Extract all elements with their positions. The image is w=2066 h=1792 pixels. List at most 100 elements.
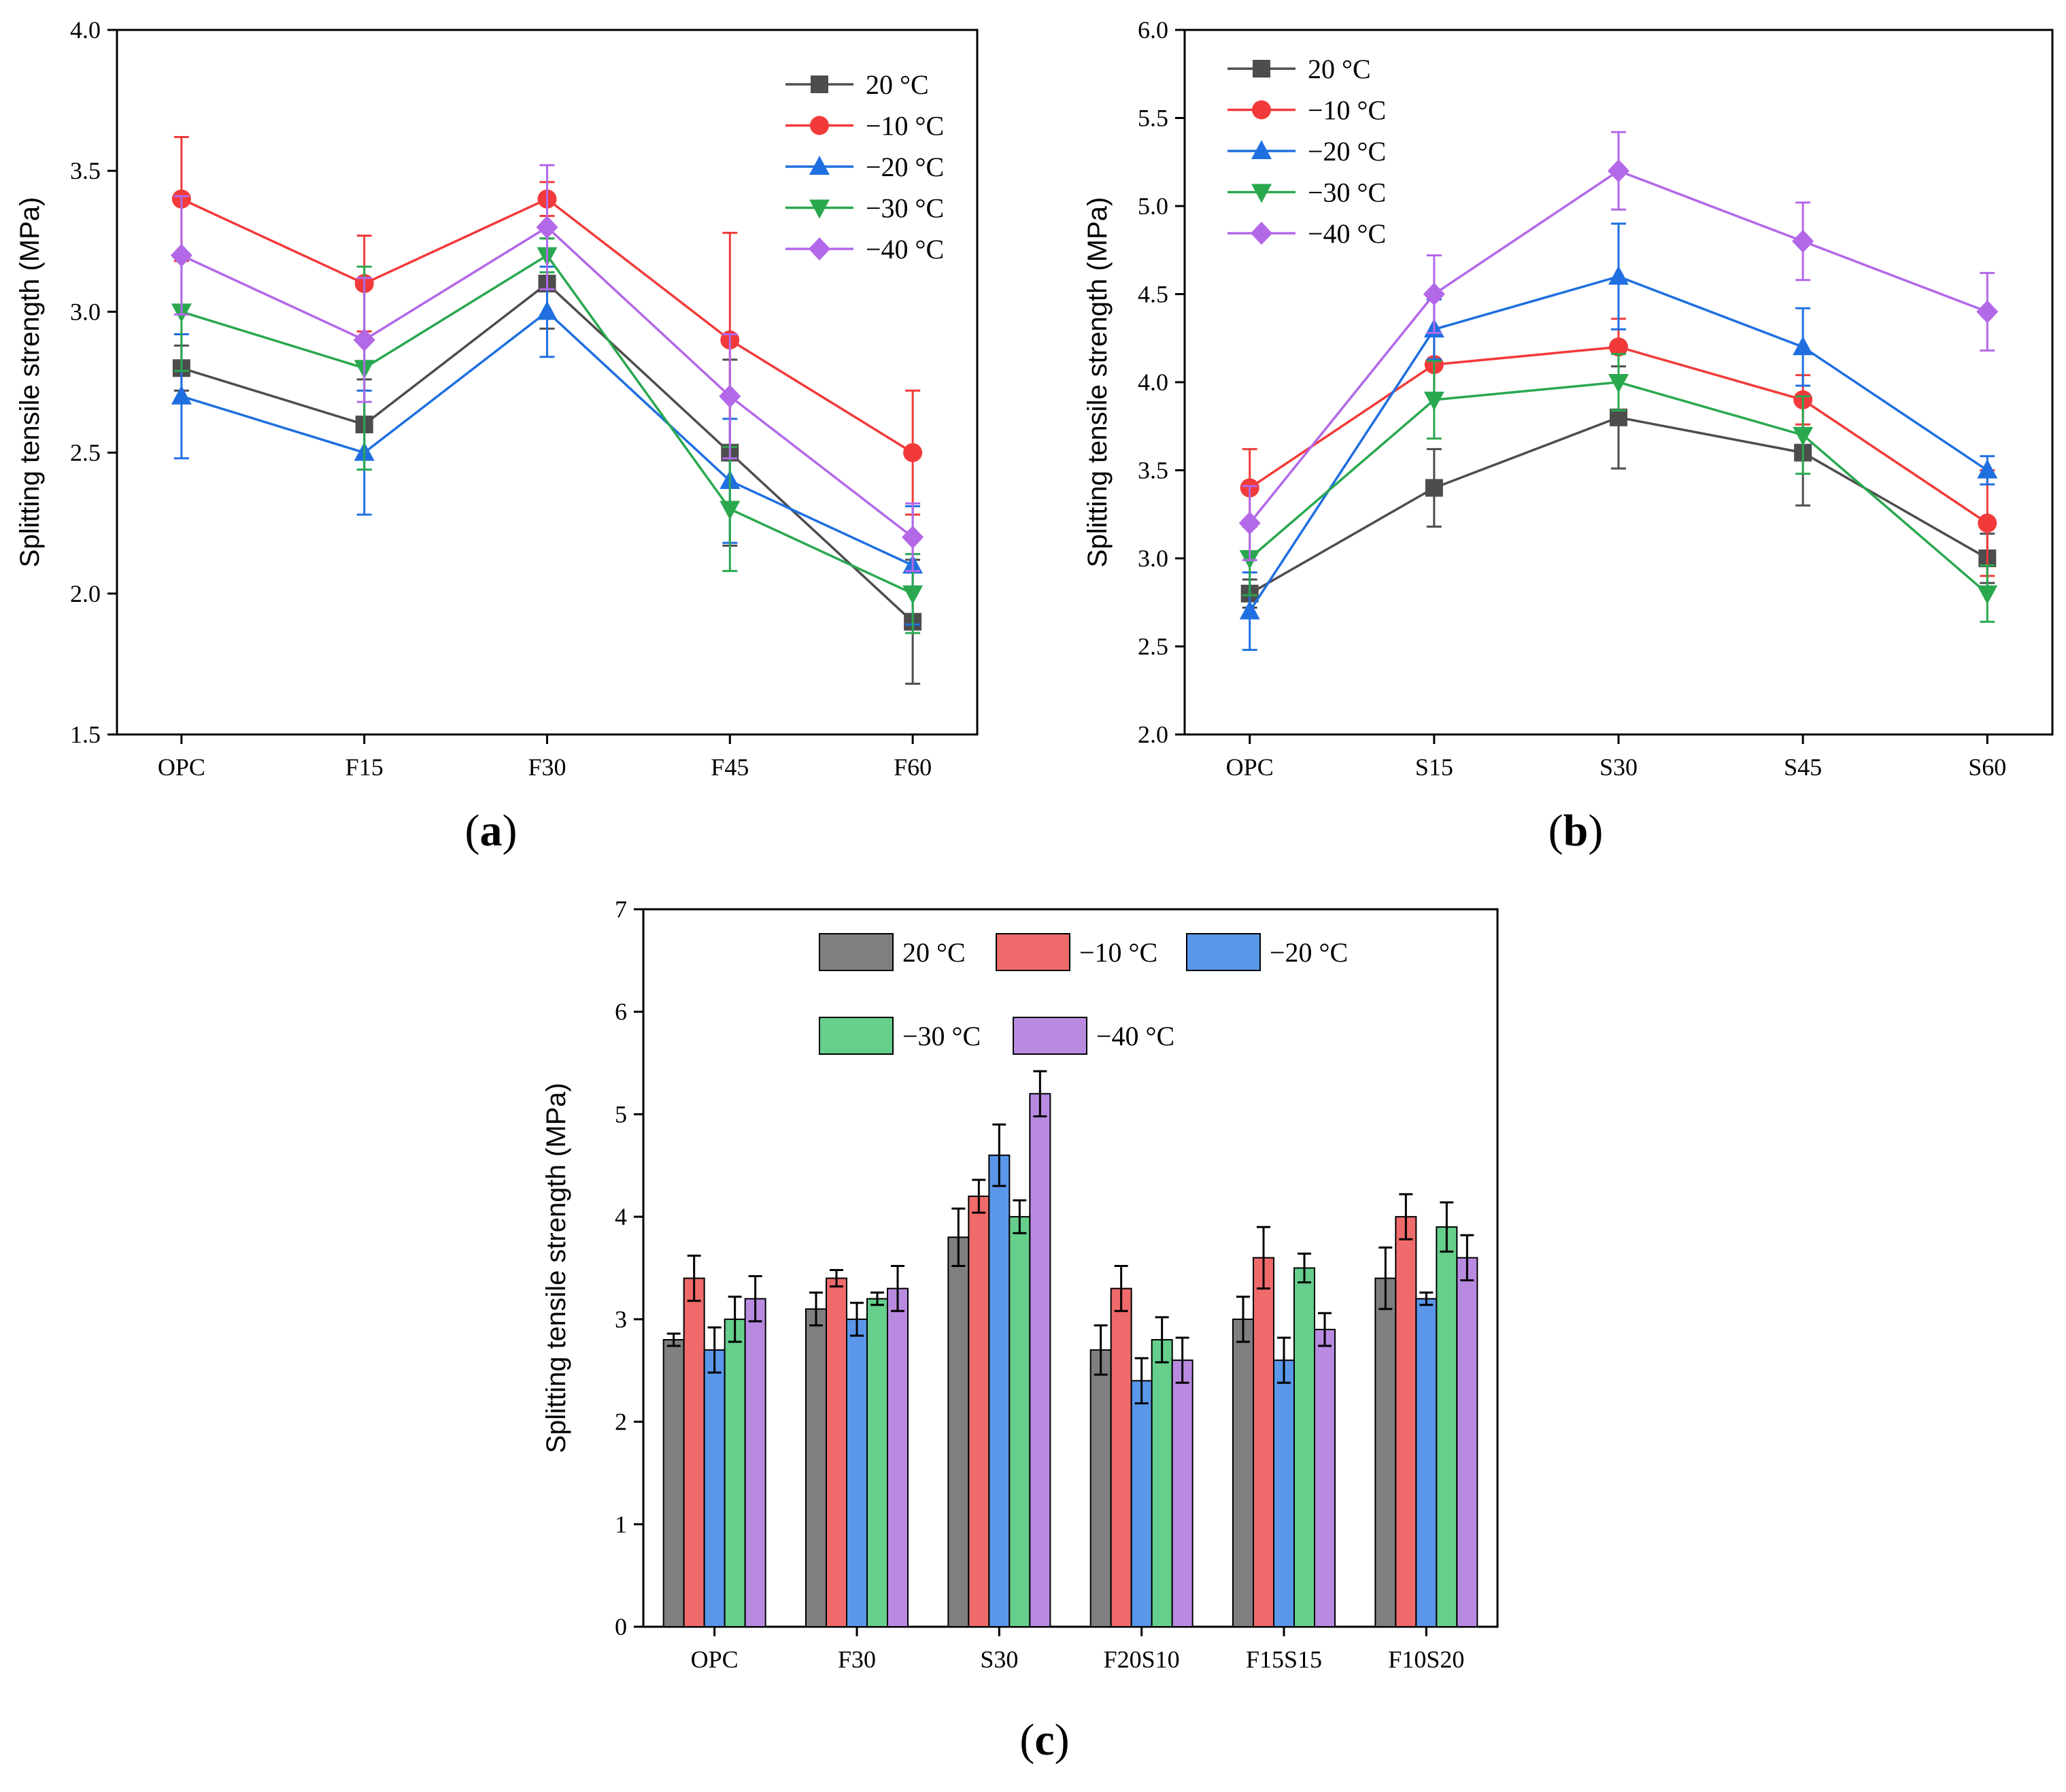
legend-item: −20 °C xyxy=(785,152,944,182)
y-tick-label: 2.0 xyxy=(70,580,101,607)
legend-item: −40 °C xyxy=(1227,218,1386,249)
legend-item: −20 °C xyxy=(1227,136,1386,167)
data-point xyxy=(1609,337,1628,357)
data-point xyxy=(903,443,923,462)
panel-paren-open: ( xyxy=(1548,806,1563,856)
bar xyxy=(1415,1298,1438,1627)
bar xyxy=(744,1298,766,1627)
series xyxy=(744,1070,1478,1628)
x-tick-label: S30 xyxy=(980,1646,1018,1673)
series xyxy=(662,1207,1397,1628)
legend-item: −10 °C xyxy=(996,933,1157,971)
legend-item: −10 °C xyxy=(785,111,944,141)
bar xyxy=(703,1349,726,1627)
y-tick-label: 5 xyxy=(615,1100,627,1128)
bar xyxy=(1171,1359,1193,1627)
bar xyxy=(988,1154,1011,1627)
bar xyxy=(1130,1380,1153,1628)
data-point xyxy=(1608,159,1629,183)
bar xyxy=(1374,1277,1397,1627)
legend-label: −10 °C xyxy=(1079,937,1157,968)
data-point xyxy=(1792,229,1814,253)
series xyxy=(724,1199,1458,1628)
x-tick-label: F30 xyxy=(838,1646,876,1673)
x-tick-label: OPC xyxy=(1226,754,1274,781)
legend-label: 20 °C xyxy=(902,937,966,968)
bar xyxy=(1232,1318,1254,1628)
x-tick-label: S45 xyxy=(1784,754,1822,781)
panel-letter: c xyxy=(1034,1715,1054,1765)
legend-item: −30 °C xyxy=(785,193,944,224)
x-tick-label: F30 xyxy=(528,754,566,781)
bar xyxy=(947,1236,970,1628)
bar xyxy=(1314,1328,1336,1628)
series xyxy=(171,265,924,626)
y-tick-label: 2.5 xyxy=(1138,633,1168,660)
bar xyxy=(1395,1216,1417,1627)
data-point xyxy=(1978,513,1997,533)
legend-label: −30 °C xyxy=(902,1021,981,1051)
bar xyxy=(1253,1257,1274,1627)
legend-marker xyxy=(809,156,830,175)
panel-label: (b) xyxy=(1548,806,1604,856)
y-axis-title: Splitting tensile strength (MPa) xyxy=(541,1083,571,1453)
series xyxy=(683,1179,1417,1627)
x-tick-label: S30 xyxy=(1599,754,1638,781)
data-point xyxy=(170,243,192,267)
line-chart-a: 1.5 2.0 2.5 3.0 3.5 4.0 OPC F15 F30 F45 F60 Splitti… xyxy=(15,16,979,856)
bar xyxy=(866,1298,888,1627)
y-tick-label: 4.5 xyxy=(1138,281,1168,308)
legend-label: −20 °C xyxy=(1270,937,1348,968)
legend-swatch xyxy=(819,1017,894,1055)
data-point xyxy=(537,301,558,320)
series xyxy=(1238,131,1999,562)
data-point xyxy=(1423,391,1444,411)
bar xyxy=(1009,1216,1031,1627)
plot-frame xyxy=(116,29,979,736)
data-point xyxy=(1977,459,1998,479)
bar xyxy=(1456,1257,1478,1627)
panel-paren-open: ( xyxy=(465,806,480,856)
x-tick-label: OPC xyxy=(691,1646,739,1673)
data-point xyxy=(1793,426,1814,446)
legend-marker xyxy=(1252,100,1271,120)
panel-letter: a xyxy=(480,806,503,856)
y-tick-label: 3.5 xyxy=(70,157,101,184)
y-tick-label: 3.0 xyxy=(70,298,101,325)
y-tick-label: 4.0 xyxy=(70,16,101,44)
y-tick-label: 6 xyxy=(615,998,627,1026)
x-tick-label: F20S10 xyxy=(1104,1646,1180,1673)
y-tick-label: 6.0 xyxy=(1138,16,1168,44)
y-tick-label: 2 xyxy=(615,1408,627,1436)
series xyxy=(703,1123,1438,1628)
x-tick-label: F15S15 xyxy=(1246,1646,1322,1673)
panel-paren-close: ) xyxy=(1588,806,1603,856)
legend-item: −30 °C xyxy=(819,1017,981,1055)
y-tick-label: 4.0 xyxy=(1138,369,1168,396)
bar xyxy=(683,1277,705,1627)
bar xyxy=(846,1318,868,1628)
legend-label: 20 °C xyxy=(1308,54,1371,84)
data-point xyxy=(1608,374,1629,393)
panel-label: (c) xyxy=(1019,1715,1069,1765)
data-point xyxy=(1425,479,1443,497)
legend-label: −30 °C xyxy=(1308,177,1386,208)
bar xyxy=(887,1287,909,1627)
plot-frame xyxy=(642,908,1499,1628)
legend-marker xyxy=(809,199,830,219)
data-point xyxy=(171,385,192,405)
bar xyxy=(1273,1359,1295,1627)
legend-marker xyxy=(1251,184,1272,203)
legend-item: 20 °C xyxy=(785,69,929,100)
y-tick-label: 3 xyxy=(615,1306,627,1333)
bar xyxy=(724,1318,746,1628)
x-tick-label: S15 xyxy=(1415,754,1453,781)
y-tick-label: 0 xyxy=(615,1613,627,1640)
legend-marker xyxy=(1251,222,1272,245)
legend-item: −40 °C xyxy=(1013,1017,1174,1055)
legend-marker xyxy=(810,116,829,135)
bar xyxy=(1436,1226,1458,1627)
data-point xyxy=(902,525,924,549)
data-point xyxy=(1423,282,1445,306)
